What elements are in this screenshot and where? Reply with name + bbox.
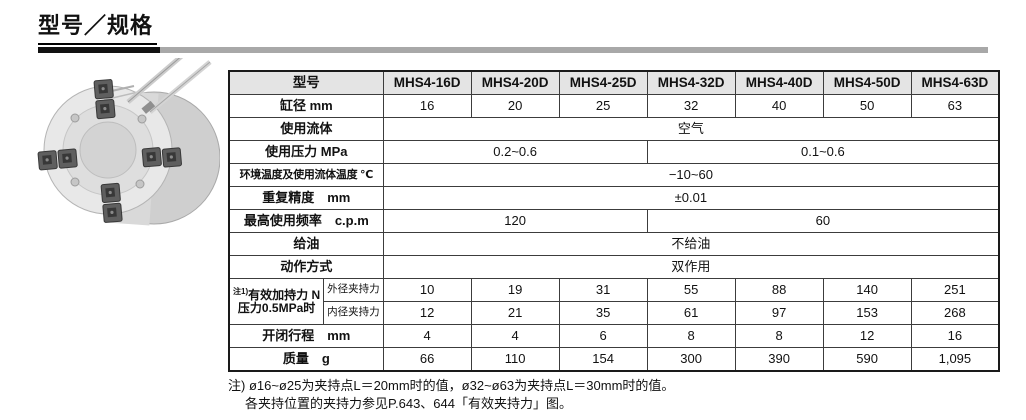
col-header-mhs4-40d: MHS4-40D: [734, 70, 824, 95]
spec-cell: 40: [734, 94, 824, 118]
sub-label-external-grip: 外径夹持力: [323, 278, 384, 302]
col-header-mhs4-63d: MHS4-63D: [910, 70, 1000, 95]
col-header-mhs4-25d: MHS4-25D: [558, 70, 648, 95]
title-rule-black-segment: [38, 47, 160, 53]
spec-cell: 32: [646, 94, 736, 118]
gripper-photo-illustration: [37, 52, 221, 226]
row-lubrication: 给油 不给油: [228, 232, 1000, 256]
spec-cell-span: 双作用: [382, 255, 1000, 279]
spec-cell: 1,095: [910, 347, 1000, 372]
row-stroke: 开闭行程 mm 4 4 6 8 8 12 16: [228, 324, 1000, 348]
col-header-model-label: 型号: [228, 70, 384, 95]
row-label-bore: 缸径 mm: [228, 94, 384, 118]
spec-cell: 10: [382, 278, 472, 302]
spec-cell: 8: [734, 324, 824, 348]
row-pressure: 使用压力 MPa 0.2~0.6 0.1~0.6: [228, 140, 1000, 164]
spec-cell: 20: [470, 94, 560, 118]
spec-cell: 110: [470, 347, 560, 372]
spec-cell: 16: [910, 324, 1000, 348]
spec-cell: 12: [382, 301, 472, 325]
spec-cell: 61: [646, 301, 736, 325]
spec-cell: 154: [558, 347, 648, 372]
row-weight: 质量 g 66 110 154 300 390 590 1,095: [228, 347, 1000, 372]
spec-table: 型号 MHS4-16D MHS4-20D MHS4-25D MHS4-32D M…: [228, 70, 1001, 372]
spec-cell: 21: [470, 301, 560, 325]
row-label-pressure: 使用压力 MPa: [228, 140, 384, 164]
spec-cell: 16: [382, 94, 472, 118]
title-rule-gray-segment: [160, 47, 988, 53]
gripping-force-label-line2: 压力0.5MPa时: [237, 301, 316, 315]
row-label-temperature: 环境温度及使用流体温度 ℃: [228, 163, 384, 187]
spec-cell: 153: [822, 301, 912, 325]
spec-cell-span: 空气: [382, 117, 1000, 141]
spec-cell: 63: [910, 94, 1000, 118]
spec-cell: 88: [734, 278, 824, 302]
spec-cell-span: 120: [382, 209, 648, 233]
footnote-line1: 注) ø16~ø25为夹持点L＝20mm时的值，ø32~ø63为夹持点L＝30m…: [228, 378, 675, 393]
spec-cell: 4: [382, 324, 472, 348]
spec-cell: 140: [822, 278, 912, 302]
spec-cell: 4: [470, 324, 560, 348]
col-header-mhs4-50d: MHS4-50D: [822, 70, 912, 95]
row-fluid: 使用流体 空气: [228, 117, 1000, 141]
spec-cell-span: 不给油: [382, 232, 1000, 256]
title-rule: [38, 47, 988, 53]
spec-cell-span: 0.1~0.6: [646, 140, 1000, 164]
spec-cell: 19: [470, 278, 560, 302]
header-row: 型号 MHS4-16D MHS4-20D MHS4-25D MHS4-32D M…: [228, 70, 1000, 95]
row-frequency: 最高使用频率 c.p.m 120 60: [228, 209, 1000, 233]
spec-cell-span: 0.2~0.6: [382, 140, 648, 164]
spec-cell: 55: [646, 278, 736, 302]
spec-cell: 35: [558, 301, 648, 325]
spec-cell: 97: [734, 301, 824, 325]
row-temperature: 环境温度及使用流体温度 ℃ −10~60: [228, 163, 1000, 187]
spec-cell: 6: [558, 324, 648, 348]
spec-cell: 31: [558, 278, 648, 302]
row-label-action: 动作方式: [228, 255, 384, 279]
page-title: 型号／规格: [38, 8, 158, 45]
row-grip-external: 注1)有效加持力 N 压力0.5MPa时 外径夹持力 10 19 31 55 8…: [228, 278, 1000, 325]
row-bore: 缸径 mm 16 20 25 32 40 50 63: [228, 94, 1000, 118]
sub-label-internal-grip: 内径夹持力: [323, 301, 384, 325]
spec-cell: 300: [646, 347, 736, 372]
row-label-weight: 质量 g: [228, 347, 384, 372]
note-ref: 注1): [233, 286, 249, 296]
row-label-lubrication: 给油: [228, 232, 384, 256]
title-block: 型号／规格: [38, 8, 988, 53]
row-label-frequency: 最高使用频率 c.p.m: [228, 209, 384, 233]
footnote: 注) ø16~ø25为夹持点L＝20mm时的值，ø32~ø63为夹持点L＝30m…: [228, 377, 674, 413]
spec-cell: 390: [734, 347, 824, 372]
row-label-stroke: 开闭行程 mm: [228, 324, 384, 348]
col-header-mhs4-32d: MHS4-32D: [646, 70, 736, 95]
spec-cell: 66: [382, 347, 472, 372]
footnote-line2: 各夹持位置的夹持力参见P.643、644「有效夹持力」图。: [245, 396, 572, 411]
spec-cell: 50: [822, 94, 912, 118]
spec-cell: 251: [910, 278, 1000, 302]
product-photo-gripper: [30, 52, 221, 236]
row-label-fluid: 使用流体: [228, 117, 384, 141]
gripping-force-label-line1: 有效加持力 N: [248, 287, 321, 302]
row-repeatability: 重复精度 mm ±0.01: [228, 186, 1000, 210]
spec-cell-span: ±0.01: [382, 186, 1000, 210]
row-label-gripping-force: 注1)有效加持力 N 压力0.5MPa时: [228, 278, 325, 325]
row-label-repeatability: 重复精度 mm: [228, 186, 384, 210]
row-grip-internal: 内径夹持力 12 21 35 61 97 153 268: [229, 301, 1000, 325]
spec-cell-span: −10~60: [382, 163, 1000, 187]
spec-cell: 12: [822, 324, 912, 348]
spec-cell-span: 60: [646, 209, 1000, 233]
spec-cell: 25: [558, 94, 648, 118]
spec-cell: 268: [910, 301, 1000, 325]
col-header-mhs4-20d: MHS4-20D: [470, 70, 560, 95]
spec-cell: 590: [822, 347, 912, 372]
col-header-mhs4-16d: MHS4-16D: [382, 70, 472, 95]
row-action: 动作方式 双作用: [228, 255, 1000, 279]
spec-cell: 8: [646, 324, 736, 348]
